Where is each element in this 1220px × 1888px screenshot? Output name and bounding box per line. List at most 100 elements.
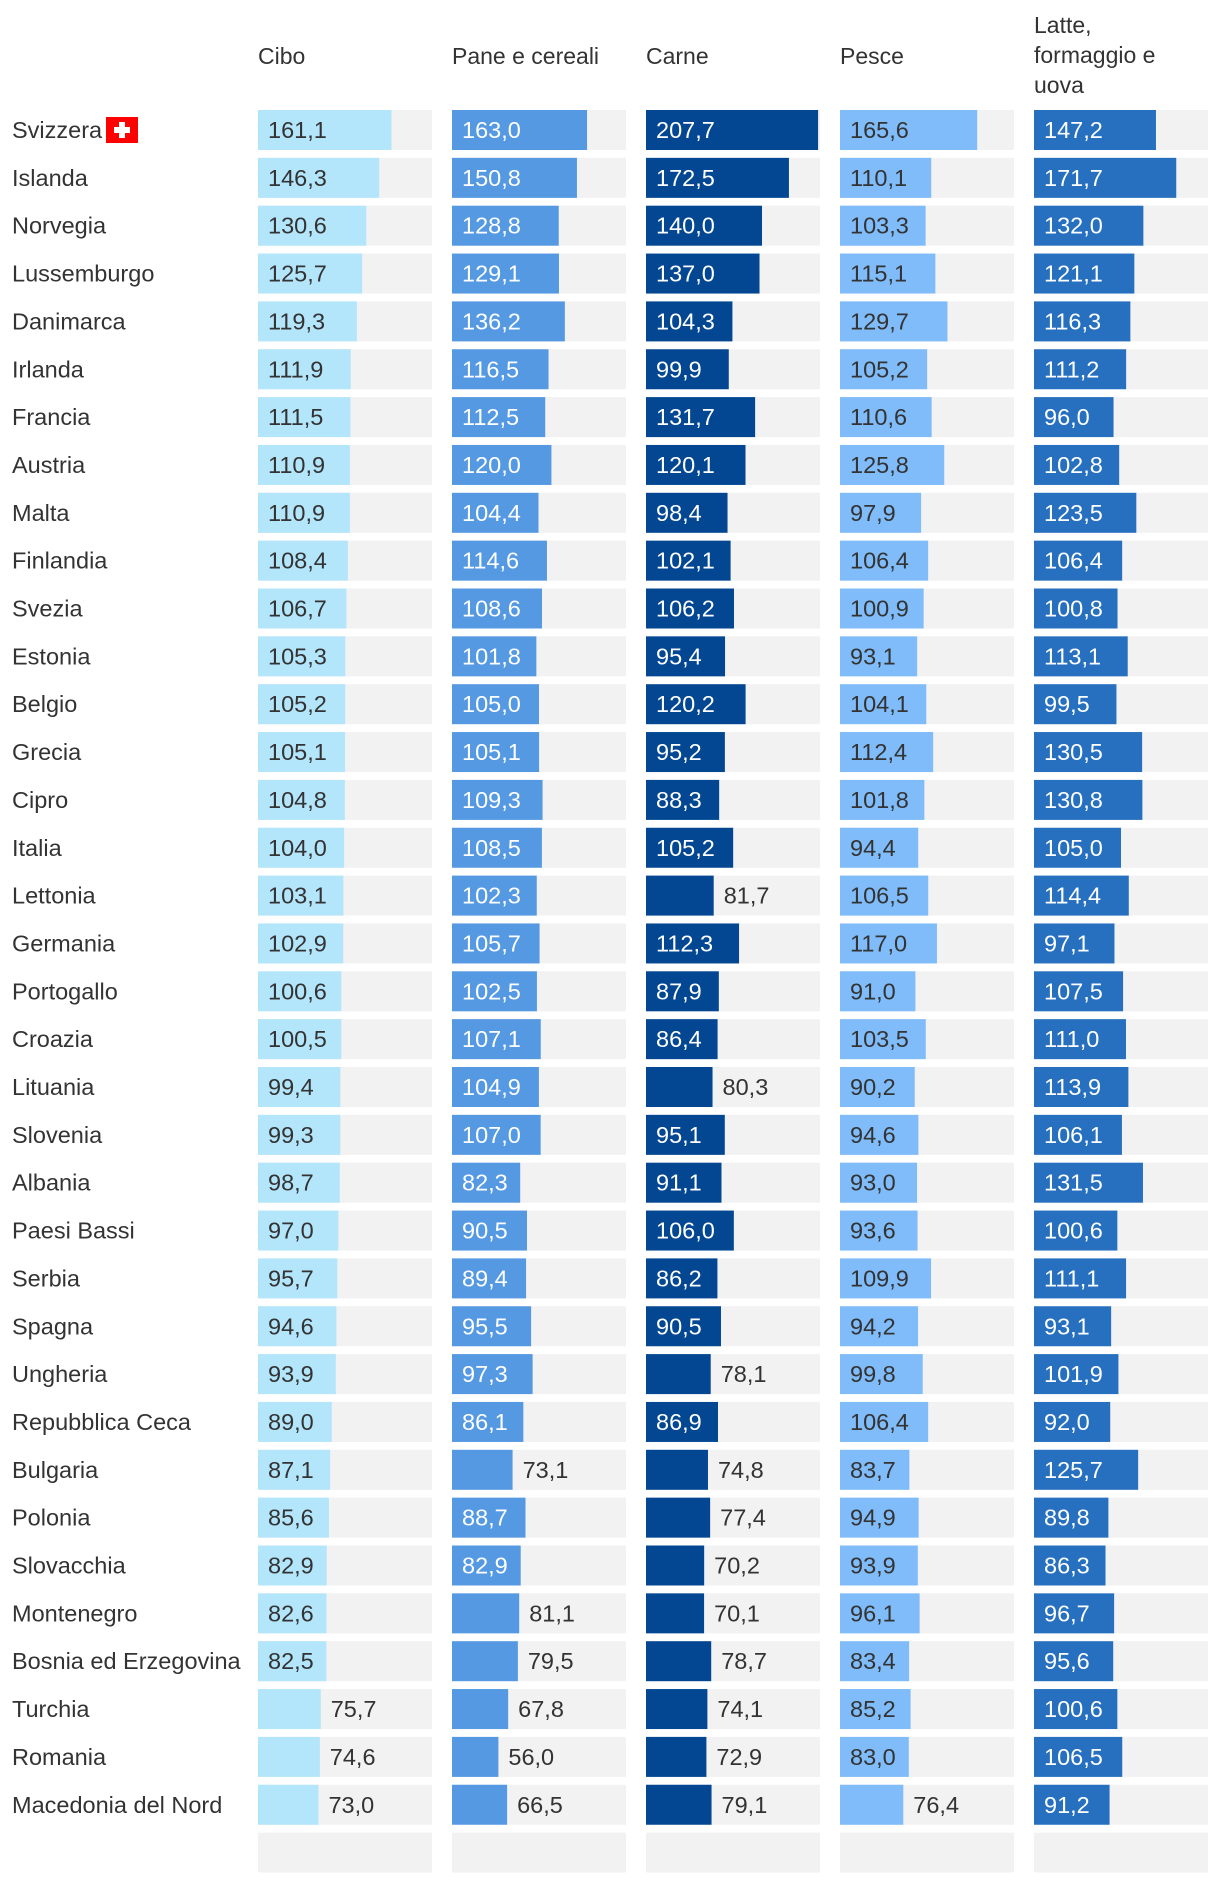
value-label-portogallo-4: 107,5 <box>1044 978 1103 1004</box>
country-label-lussemburgo: Lussemburgo <box>12 261 154 287</box>
value-label-turchia-1: 67,8 <box>518 1696 564 1722</box>
bar-italia-0 <box>258 827 345 868</box>
bar-cipro-4 <box>1034 779 1143 820</box>
value-label-irlanda-2: 99,9 <box>656 356 702 382</box>
bar-belgio-1 <box>452 684 539 725</box>
value-label-belgio-3: 104,1 <box>850 691 909 717</box>
country-label-svizzera: Svizzera <box>12 117 103 143</box>
bar-italia-3 <box>840 827 919 868</box>
bar-estonia-0 <box>258 636 346 677</box>
bar-malta-3 <box>840 492 922 533</box>
bar-lussemburgo-2 <box>646 253 760 294</box>
bar-croazia-4 <box>1034 1019 1126 1060</box>
country-label-estonia: Estonia <box>12 643 91 669</box>
bar-estonia-3 <box>840 636 918 677</box>
value-label-slovacchia-3: 93,9 <box>850 1553 896 1579</box>
value-label-svezia-0: 106,7 <box>268 596 327 622</box>
bar-ungheria-0 <box>258 1354 336 1395</box>
bar-turchia-0 <box>258 1689 321 1730</box>
column-header-line: uova <box>1034 72 1084 98</box>
value-label-macedonia-del-nord-2: 79,1 <box>722 1792 768 1818</box>
value-label-austria-1: 120,0 <box>462 452 521 478</box>
value-label-slovenia-2: 95,1 <box>656 1122 702 1148</box>
value-label-francia-1: 112,5 <box>462 404 519 430</box>
bar-norvegia-3 <box>840 205 926 246</box>
value-label-bosnia-ed-erzegovina-0: 82,5 <box>268 1648 314 1674</box>
value-label-croazia-4: 111,0 <box>1044 1026 1099 1052</box>
value-label-serbia-4: 111,1 <box>1044 1265 1099 1291</box>
value-label-norvegia-1: 128,8 <box>462 213 521 239</box>
bar-norvegia-4 <box>1034 205 1144 246</box>
bar-lussemburgo-4 <box>1034 253 1135 294</box>
value-label-norvegia-4: 132,0 <box>1044 213 1103 239</box>
bar-montenegro-0 <box>258 1593 327 1634</box>
value-label-spagna-2: 90,5 <box>656 1313 702 1339</box>
value-label-ungheria-1: 97,3 <box>462 1361 508 1387</box>
value-label-croazia-1: 107,1 <box>462 1026 521 1052</box>
country-label-croazia: Croazia <box>12 1026 94 1052</box>
bar-cipro-2 <box>646 779 720 820</box>
value-label-slovacchia-4: 86,3 <box>1044 1553 1090 1579</box>
value-label-lettonia-3: 106,5 <box>850 883 909 909</box>
value-label-polonia-4: 89,8 <box>1044 1505 1090 1531</box>
bar-danimarca-1 <box>452 301 565 342</box>
bar-turchia-2 <box>646 1689 708 1730</box>
value-label-norvegia-2: 140,0 <box>656 213 715 239</box>
value-label-germania-3: 117,0 <box>850 930 907 956</box>
bar-slovacchia-2 <box>646 1545 705 1586</box>
bar-spagna-2 <box>646 1306 721 1347</box>
bar-lettonia-0 <box>258 875 344 916</box>
value-label-italia-1: 108,5 <box>462 835 521 861</box>
bar-finlandia-0 <box>258 540 348 581</box>
value-label-irlanda-4: 111,2 <box>1044 356 1099 382</box>
bar-croazia-0 <box>258 1019 342 1060</box>
value-label-grecia-1: 105,1 <box>462 739 521 765</box>
bar-paesi-bassi-3 <box>840 1210 918 1251</box>
value-label-germania-2: 112,3 <box>656 930 713 956</box>
value-label-irlanda-3: 105,2 <box>850 356 909 382</box>
bar-austria-0 <box>258 444 350 485</box>
value-label-turchia-3: 85,2 <box>850 1696 896 1722</box>
column-header-4: Latte, formaggio e uova <box>1034 12 1155 98</box>
value-label-svizzera-4: 147,2 <box>1044 117 1103 143</box>
value-label-macedonia-del-nord-4: 91,2 <box>1044 1792 1090 1818</box>
value-label-belgio-0: 105,2 <box>268 691 327 717</box>
value-label-finlandia-4: 106,4 <box>1044 548 1103 574</box>
bar-repubblica-ceca-3 <box>840 1401 929 1442</box>
flag-cross-horizontal <box>114 127 130 133</box>
bar-estonia-1 <box>452 636 537 677</box>
value-label-austria-2: 120,1 <box>656 452 715 478</box>
bar-svezia-3 <box>840 588 924 629</box>
bar-malta-1 <box>452 492 539 533</box>
bar-francia-0 <box>258 397 351 438</box>
country-label-paesi-bassi: Paesi Bassi <box>12 1218 135 1244</box>
bar-austria-1 <box>452 444 552 485</box>
column-headers: Cibo Pane e cereali Carne Pesce Latte, formag… <box>258 12 1155 98</box>
value-label-belgio-4: 99,5 <box>1044 691 1090 717</box>
bar-slovenia-1 <box>452 1114 541 1155</box>
bar-slovenia-2 <box>646 1114 725 1155</box>
bar-track <box>840 1832 1014 1873</box>
bar-ungheria-2 <box>646 1354 711 1395</box>
bar-lituania-4 <box>1034 1067 1129 1107</box>
bar-polonia-3 <box>840 1497 919 1538</box>
country-label-islanda: Islanda <box>12 165 89 191</box>
value-label-repubblica-ceca-0: 89,0 <box>268 1409 314 1435</box>
value-label-macedonia-del-nord-1: 66,5 <box>517 1792 563 1818</box>
bar-grecia-4 <box>1034 732 1143 773</box>
value-label-irlanda-1: 116,5 <box>462 356 519 382</box>
value-label-germania-0: 102,9 <box>268 930 327 956</box>
bars <box>258 110 1177 1825</box>
value-label-albania-3: 93,0 <box>850 1170 896 1196</box>
value-label-italia-2: 105,2 <box>656 835 715 861</box>
value-label-svizzera-1: 163,0 <box>462 117 521 143</box>
value-label-lituania-2: 80,3 <box>723 1074 769 1100</box>
value-label-bosnia-ed-erzegovina-2: 78,7 <box>721 1648 767 1674</box>
value-label-ungheria-3: 99,8 <box>850 1361 896 1387</box>
country-label-serbia: Serbia <box>12 1265 81 1291</box>
column-header-3: Pesce <box>840 43 904 69</box>
value-label-slovenia-1: 107,0 <box>462 1122 521 1148</box>
bar-slovenia-4 <box>1034 1114 1122 1155</box>
bar-albania-1 <box>452 1162 521 1203</box>
value-label-slovenia-0: 99,3 <box>268 1122 314 1148</box>
